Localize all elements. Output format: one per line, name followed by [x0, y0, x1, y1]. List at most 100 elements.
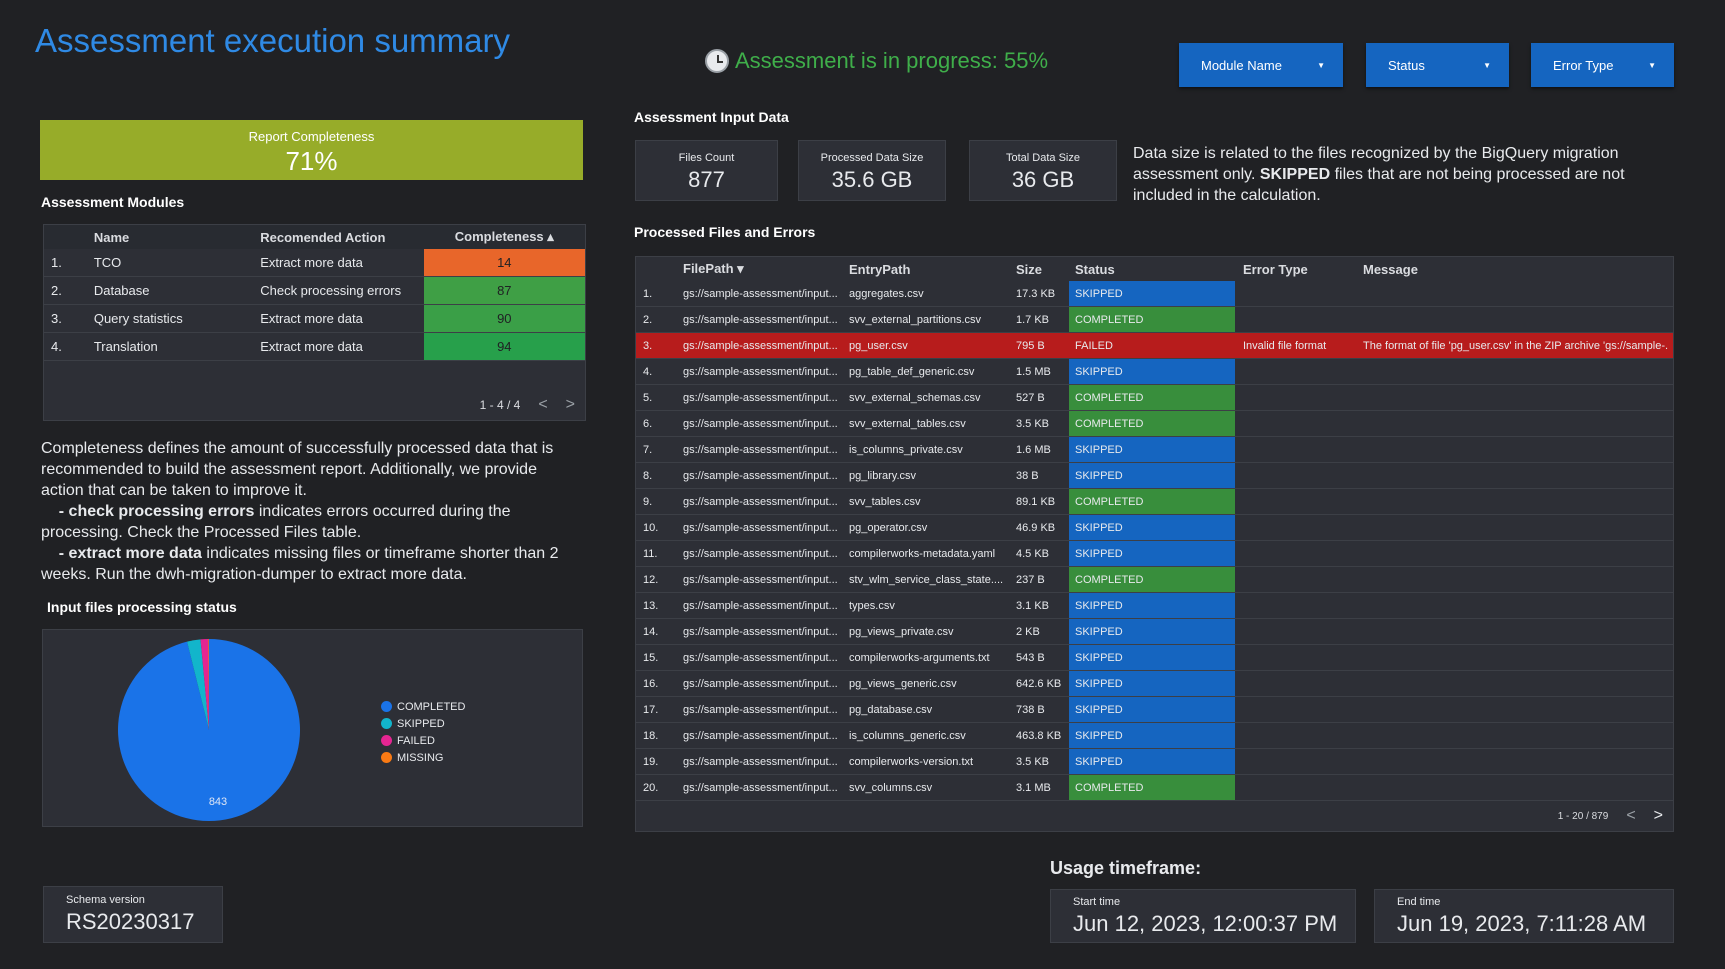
header-message[interactable]: Message: [1363, 261, 1418, 277]
legend-label: SKIPPED: [397, 717, 445, 730]
legend-item[interactable]: SKIPPED: [381, 715, 465, 732]
end-value: Jun 19, 2023, 7:11:28 AM: [1397, 911, 1647, 936]
file-size: 17.3 KB: [1016, 287, 1056, 300]
table-row[interactable]: 11. gs://sample-assessment/input... compil…: [636, 541, 1673, 567]
file-size: 527 B: [1016, 391, 1045, 404]
header-status[interactable]: Status: [1075, 261, 1115, 277]
table-row[interactable]: 18. gs://sample-assessment/input... is_col…: [636, 723, 1673, 749]
schema-label: Schema version: [66, 894, 145, 906]
status-cell: COMPLETED: [1069, 411, 1235, 436]
table-row[interactable]: 4. gs://sample-assessment/input... pg_tabl…: [636, 359, 1673, 385]
table-row[interactable]: 10. gs://sample-assessment/input... pg_ope…: [636, 515, 1673, 541]
status-cell: SKIPPED: [1069, 671, 1235, 696]
status-filter[interactable]: Status ▼: [1366, 43, 1509, 87]
table-row[interactable]: 4. Translation Extract more data 94: [44, 333, 585, 361]
table-row[interactable]: 3. Query statistics Extract more data 90: [44, 305, 585, 333]
status-cell: SKIPPED: [1069, 541, 1235, 566]
start-time-card: Start time Jun 12, 2023, 12:00:37 PM: [1050, 889, 1356, 943]
entry-path: types.csv: [849, 599, 895, 612]
file-path: gs://sample-assessment/input...: [683, 703, 838, 716]
table-row[interactable]: 13. gs://sample-assessment/input... types.…: [636, 593, 1673, 619]
next-page-icon[interactable]: >: [565, 396, 575, 413]
header-action[interactable]: Recomended Action: [260, 229, 386, 245]
file-size: 237 B: [1016, 573, 1045, 586]
file-size: 2 KB: [1016, 625, 1040, 638]
completeness-value: 90: [423, 305, 585, 332]
file-size: 463.8 KB: [1016, 729, 1062, 742]
file-path: gs://sample-assessment/input...: [683, 729, 838, 742]
pie-slice-skipped[interactable]: [187, 639, 209, 730]
usage-title: Usage timeframe:: [1050, 858, 1202, 878]
header-entrypath[interactable]: EntryPath: [849, 261, 911, 277]
file-size: 1.6 MB: [1016, 443, 1051, 456]
status-cell: COMPLETED: [1069, 775, 1235, 800]
table-row[interactable]: 2. Database Check processing errors 87: [44, 277, 585, 305]
table-row[interactable]: 14. gs://sample-assessment/input... pg_vie…: [636, 619, 1673, 645]
table-row[interactable]: 19. gs://sample-assessment/input... compil…: [636, 749, 1673, 775]
start-value: Jun 12, 2023, 12:00:37 PM: [1073, 911, 1338, 936]
note-text: Data size is related to the files recogn…: [1133, 145, 1619, 183]
status-cell: COMPLETED: [1069, 307, 1235, 332]
legend-item[interactable]: COMPLETED: [381, 698, 465, 715]
row-index: 6.: [643, 417, 653, 430]
table-row[interactable]: 12. gs://sample-assessment/input... stv_wl…: [636, 567, 1673, 593]
input-data-title: Assessment Input Data: [634, 109, 789, 125]
file-size: 1.7 KB: [1016, 313, 1050, 326]
table-row[interactable]: 3. gs://sample-assessment/input... pg_user…: [636, 333, 1673, 359]
status-cell: SKIPPED: [1069, 463, 1235, 488]
pie-title: Input files processing status: [47, 599, 237, 615]
file-size: 3.5 KB: [1016, 417, 1050, 430]
recommended-action: Extract more data: [260, 311, 363, 326]
status-cell: SKIPPED: [1069, 437, 1235, 462]
module-name-filter[interactable]: Module Name ▼: [1179, 43, 1343, 87]
pie-slice-failed[interactable]: [200, 639, 209, 730]
header-filepath[interactable]: FilePath ▾: [683, 261, 744, 276]
clock-icon: [705, 49, 729, 73]
table-row[interactable]: 6. gs://sample-assessment/input... svv_ext…: [636, 411, 1673, 437]
legend-label: COMPLETED: [397, 700, 466, 713]
table-row[interactable]: 9. gs://sample-assessment/input... svv_tab…: [636, 489, 1673, 515]
header-completeness[interactable]: Completeness ▴: [454, 229, 554, 244]
status-cell: SKIPPED: [1069, 749, 1235, 774]
header-name[interactable]: Name: [93, 229, 130, 245]
table-row[interactable]: 16. gs://sample-assessment/input... pg_vie…: [636, 671, 1673, 697]
status-cell: SKIPPED: [1069, 645, 1235, 670]
next-page-icon[interactable]: >: [1653, 807, 1663, 824]
recommended-action: Check processing errors: [260, 283, 402, 298]
header-error-type[interactable]: Error Type: [1243, 261, 1308, 277]
table-row[interactable]: 20. gs://sample-assessment/input... svv_co…: [636, 775, 1673, 801]
status-cell: SKIPPED: [1069, 619, 1235, 644]
table-row[interactable]: 1. gs://sample-assessment/input... aggrega…: [636, 281, 1673, 307]
status-cell: SKIPPED: [1069, 281, 1235, 306]
recommended-action: Extract more data: [260, 339, 363, 354]
header-size[interactable]: Size: [1016, 261, 1043, 277]
legend-item[interactable]: MISSING: [381, 749, 465, 766]
file-size: 3.5 KB: [1016, 755, 1050, 768]
progress-status: Assessment is in progress: 55%: [705, 48, 1048, 74]
table-row[interactable]: 1. TCO Extract more data 14: [44, 249, 585, 277]
file-path: gs://sample-assessment/input...: [683, 443, 838, 456]
status-cell: SKIPPED: [1069, 593, 1235, 618]
table-row[interactable]: 8. gs://sample-assessment/input... pg_libr…: [636, 463, 1673, 489]
file-path: gs://sample-assessment/input...: [683, 313, 838, 326]
prev-page-icon[interactable]: <: [1626, 807, 1636, 824]
legend-item[interactable]: FAILED: [381, 732, 465, 749]
entry-path: pg_views_generic.csv: [849, 677, 957, 690]
row-index: 5.: [643, 391, 653, 404]
error-type-filter[interactable]: Error Type ▼: [1531, 43, 1674, 87]
pie-slice-missing[interactable]: [208, 639, 209, 730]
file-path: gs://sample-assessment/input...: [683, 469, 838, 482]
table-row[interactable]: 2. gs://sample-assessment/input... svv_ext…: [636, 307, 1673, 333]
row-index: 17.: [643, 703, 659, 716]
prev-page-icon[interactable]: <: [538, 396, 548, 413]
table-row[interactable]: 15. gs://sample-assessment/input... compil…: [636, 645, 1673, 671]
file-path: gs://sample-assessment/input...: [683, 755, 838, 768]
entry-path: pg_database.csv: [849, 703, 933, 716]
row-index: 16.: [643, 677, 659, 690]
file-size: 738 B: [1016, 703, 1045, 716]
table-row[interactable]: 17. gs://sample-assessment/input... pg_dat…: [636, 697, 1673, 723]
table-row[interactable]: 5. gs://sample-assessment/input... svv_ext…: [636, 385, 1673, 411]
file-size: 38 B: [1016, 469, 1039, 482]
table-row[interactable]: 7. gs://sample-assessment/input... is_colu…: [636, 437, 1673, 463]
row-index: 8.: [643, 469, 653, 482]
